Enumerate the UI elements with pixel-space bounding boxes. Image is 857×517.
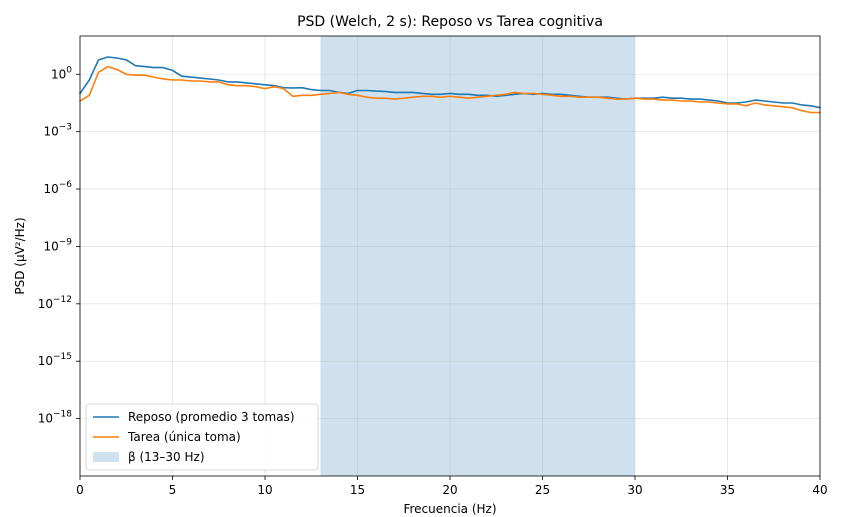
- x-tick-label: 10: [257, 483, 272, 497]
- legend: Reposo (promedio 3 tomas) Tarea (única to…: [85, 403, 319, 471]
- legend-entry-tarea-label: Tarea (única toma): [127, 430, 241, 444]
- series-line-reposo: [79, 56, 821, 109]
- x-tick-label: 40: [812, 483, 827, 497]
- series-line-tarea: [79, 65, 821, 114]
- legend-entry-reposo-label: Reposo (promedio 3 tomas): [128, 410, 295, 424]
- y-tick-label: 10−6: [43, 180, 72, 196]
- x-tick-label: 5: [169, 483, 177, 497]
- legend-box: [85, 403, 319, 471]
- x-axis-label: Frecuencia (Hz): [403, 502, 496, 516]
- y-axis-label: PSD (µV²/Hz): [13, 217, 27, 294]
- x-tick-label: 0: [76, 483, 84, 497]
- x-axis: 0 5 10 15 20 25 30 35 40: [76, 476, 828, 497]
- x-tick-label: 25: [535, 483, 550, 497]
- y-tick-label: 10−9: [43, 237, 72, 253]
- y-tick-label: 100: [51, 65, 72, 81]
- y-tick-label: 10−18: [38, 410, 73, 426]
- beta-band: [320, 36, 635, 476]
- legend-entry-beta-band-label: β (13–30 Hz): [128, 450, 205, 464]
- beta-band-layer: [320, 36, 635, 476]
- x-tick-label: 20: [442, 483, 457, 497]
- y-tick-label: 10−3: [43, 123, 72, 139]
- y-axis: 100 10−3 10−6 10−9 10−12 10−15 10−18: [38, 65, 80, 426]
- legend-entry-beta-band-swatch: [93, 452, 119, 462]
- series-layer: [79, 56, 821, 114]
- x-tick-label: 15: [350, 483, 365, 497]
- y-tick-label: 10−15: [38, 352, 72, 368]
- chart-title: PSD (Welch, 2 s): Reposo vs Tarea cognit…: [297, 14, 603, 30]
- x-tick-label: 35: [720, 483, 735, 497]
- x-tick-label: 30: [627, 483, 642, 497]
- y-tick-label: 10−12: [38, 295, 72, 311]
